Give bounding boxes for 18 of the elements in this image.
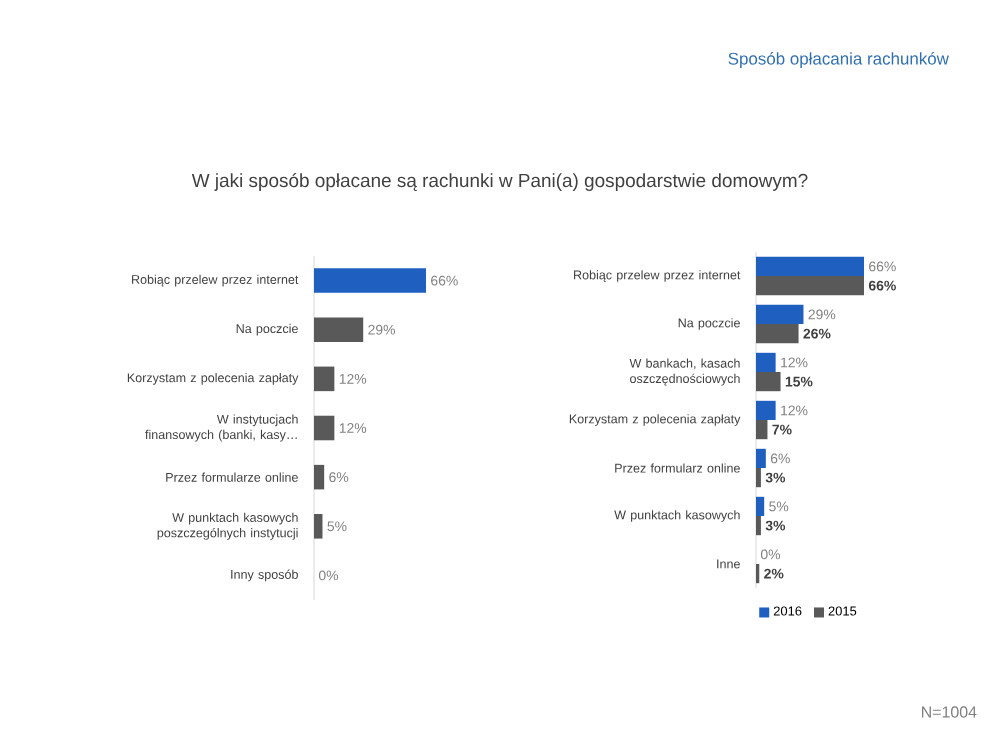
text: W jaki sposób opłacane są rachunki w Pani(a) gospodarstwie domowym?: [191, 173, 808, 191]
bar: [756, 256, 865, 277]
bar: [314, 366, 335, 392]
bar: [756, 304, 804, 325]
bar: [314, 415, 335, 441]
bar: [314, 317, 364, 343]
bar: [756, 448, 766, 469]
bar: [314, 268, 426, 293]
bar: [314, 514, 323, 539]
bar: [756, 372, 781, 392]
text: Sposób opłacania rachunków: [728, 52, 949, 68]
bar: [756, 496, 765, 517]
bar: [756, 420, 768, 440]
bar: [756, 324, 799, 344]
bar: [756, 352, 776, 373]
bar: [756, 276, 865, 296]
bar: [756, 400, 776, 421]
bar: [314, 464, 325, 490]
